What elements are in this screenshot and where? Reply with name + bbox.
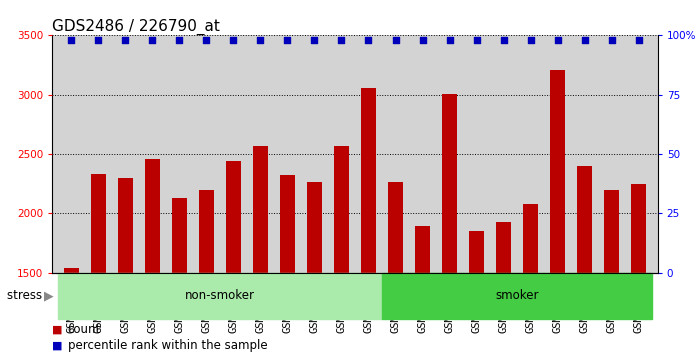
Point [147,37,158,43]
Bar [388,182,403,273]
Bar [551,70,565,273]
Bar [604,190,619,273]
Point [363,37,374,43]
Point [471,37,482,43]
Point [255,37,266,43]
Bar [64,268,79,273]
Bar [253,146,268,273]
Text: ■: ■ [52,324,66,334]
Text: smoker: smoker [496,289,539,302]
Text: count: count [68,323,101,336]
Bar [199,190,214,273]
Bar [469,231,484,273]
Point [579,37,590,43]
Text: stress: stress [7,289,46,302]
Point [282,37,293,43]
Bar [145,159,159,273]
Point [552,37,563,43]
Point [336,37,347,43]
Bar [307,182,322,273]
Point [633,37,644,43]
Text: percentile rank within the sample: percentile rank within the sample [68,339,267,352]
Bar [58,273,382,319]
Text: non-smoker: non-smoker [185,289,255,302]
Point [417,37,428,43]
Text: GDS2486 / 226790_at: GDS2486 / 226790_at [52,19,220,35]
Bar [172,198,187,273]
Bar [90,174,106,273]
Point [606,37,617,43]
Bar [631,184,646,273]
Point [65,37,77,43]
Bar [382,273,652,319]
Point [309,37,320,43]
Point [120,37,131,43]
Text: ▶: ▶ [44,289,54,302]
Bar [361,87,376,273]
Point [174,37,185,43]
Bar [577,166,592,273]
Bar [118,178,133,273]
Bar [442,93,457,273]
Bar [496,222,511,273]
Point [228,37,239,43]
Point [498,37,509,43]
Point [93,37,104,43]
Bar [415,226,430,273]
Bar [226,161,241,273]
Bar [280,175,295,273]
Point [444,37,455,43]
Point [200,37,212,43]
Text: ■: ■ [52,340,66,350]
Point [390,37,401,43]
Bar [523,204,538,273]
Point [525,37,536,43]
Bar [334,146,349,273]
